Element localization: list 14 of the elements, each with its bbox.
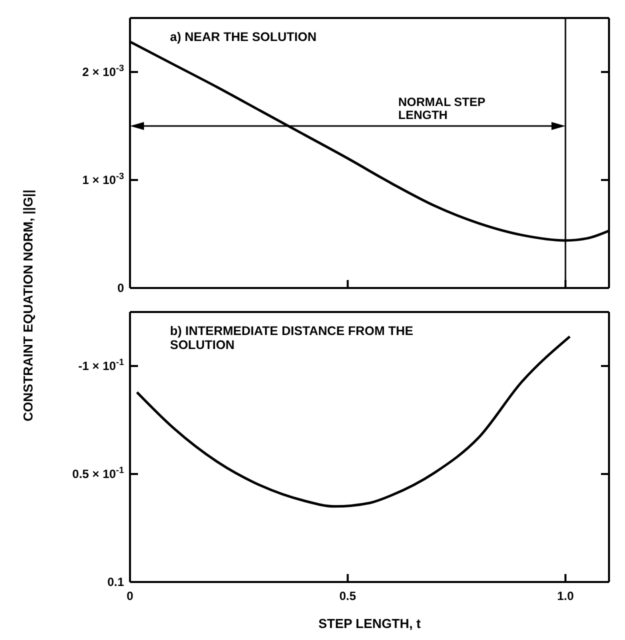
- text: a) NEAR THE SOLUTION: [170, 30, 318, 44]
- x-tick-label: 0.5: [339, 589, 356, 603]
- chart-title: b) INTERMEDIATE DISTANCE FROM THE SOLUTION: [170, 324, 414, 352]
- text: 0.5 × 10$^{-1}$: [72, 465, 124, 481]
- text: -1 × 10$^{-1}$: [78, 357, 124, 373]
- annotation: NORMAL STEP LENGTH: [398, 95, 486, 122]
- y-tick-label: 2 × 10$^{-3}$: [82, 63, 124, 79]
- x-axis-title: STEP LENGTH, t: [318, 616, 422, 631]
- text: 0.1: [107, 575, 124, 589]
- y-axis-title: CONSTRAINT EQUATION NORM, ||G||: [20, 188, 36, 424]
- x-tick-label: 1.0: [557, 589, 574, 603]
- y-tick-label: 0: [117, 281, 124, 295]
- x-tick-label: 0: [126, 589, 134, 603]
- y-tick-label: 1 × 10$^{-3}$: [82, 171, 124, 187]
